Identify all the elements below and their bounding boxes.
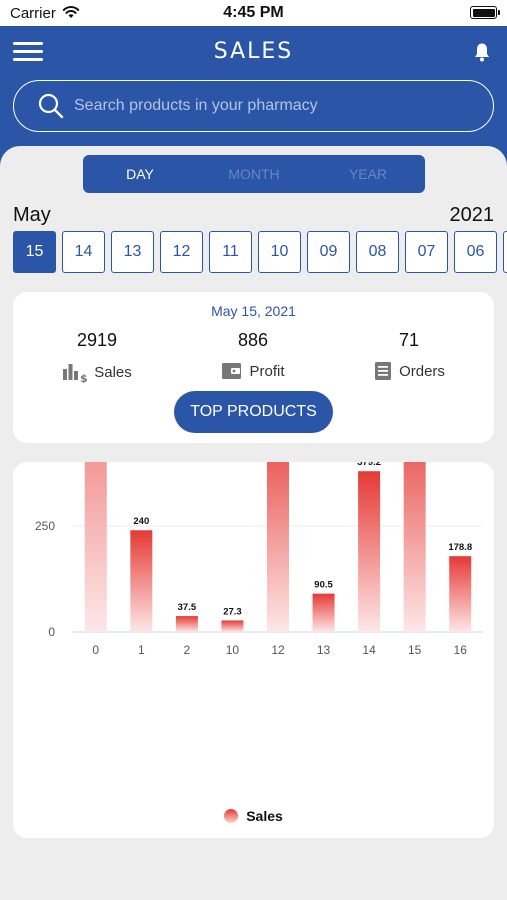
top-products-button[interactable]: TOP PRODUCTS — [174, 391, 333, 433]
profit-stat: 886 Profit — [173, 330, 333, 386]
x-tick-label: 15 — [408, 643, 422, 657]
sales-chart-card: 02505007501000902.40240137.5227.310519.9… — [13, 462, 494, 838]
day-chip[interactable]: 12 — [160, 231, 203, 273]
day-chip[interactable]: 05 — [503, 231, 507, 273]
orders-value: 71 — [398, 330, 420, 350]
tab-day[interactable]: DAY — [126, 166, 154, 182]
profit-value: 886 — [237, 330, 269, 350]
bell-icon[interactable] — [473, 42, 491, 62]
status-bar: Carrier 4:45 PM — [0, 0, 507, 26]
main-content: DAY MONTH YEAR May 2021 15 14 13 12 11 1… — [0, 146, 507, 900]
x-tick-label: 1 — [138, 643, 145, 657]
bar[interactable] — [267, 462, 289, 632]
day-selector[interactable]: 15 14 13 12 11 10 09 08 07 06 05 — [13, 231, 507, 273]
day-chip-selected[interactable]: 15 — [13, 231, 56, 273]
day-chip[interactable]: 14 — [62, 231, 105, 273]
sales-bar-chart: 02505007501000902.40240137.5227.310519.9… — [35, 462, 483, 657]
legend-label: Sales — [246, 808, 283, 824]
profit-label: Profit — [249, 362, 285, 380]
sales-chart-icon: $ — [63, 364, 88, 383]
day-chip[interactable]: 11 — [209, 231, 252, 273]
sales-value: 2919 — [76, 330, 118, 350]
sales-stat: 2919 $ Sales — [17, 330, 177, 388]
x-tick-label: 10 — [226, 643, 240, 657]
bar-data-label: 178.8 — [448, 542, 472, 553]
carrier-label: Carrier — [10, 5, 56, 22]
tab-year[interactable]: YEAR — [348, 166, 388, 182]
y-tick-label: 0 — [48, 625, 55, 639]
tab-month[interactable]: MONTH — [228, 166, 280, 182]
bar[interactable] — [221, 620, 244, 632]
bar-data-label: 27.3 — [223, 606, 242, 617]
y-tick-label: 250 — [35, 519, 55, 533]
bar[interactable] — [130, 530, 153, 632]
bar[interactable] — [312, 593, 335, 632]
day-chip[interactable]: 10 — [258, 231, 301, 273]
x-tick-label: 14 — [362, 643, 376, 657]
search-bar[interactable] — [13, 80, 494, 132]
status-time: 4:45 PM — [223, 4, 284, 21]
receipt-icon — [375, 362, 392, 380]
wifi-icon — [62, 6, 80, 18]
bar[interactable] — [449, 556, 472, 632]
page-title: SALES — [213, 39, 294, 64]
search-icon — [38, 93, 64, 119]
battery-icon — [470, 6, 500, 19]
hamburger-menu-icon[interactable] — [13, 42, 43, 62]
bar-data-label: 379.2 — [357, 462, 381, 468]
summary-date: May 15, 2021 — [211, 303, 296, 319]
year-label: 2021 — [449, 204, 495, 226]
day-chip[interactable]: 13 — [111, 231, 154, 273]
wallet-icon — [222, 363, 242, 379]
bar-data-label: 240 — [133, 516, 149, 527]
bar[interactable] — [358, 471, 381, 632]
month-label: May — [13, 204, 51, 226]
orders-label: Orders — [399, 362, 445, 380]
svg-text:$: $ — [80, 372, 88, 383]
period-toggle: DAY MONTH YEAR — [83, 155, 425, 193]
day-chip[interactable]: 06 — [454, 231, 497, 273]
x-tick-label: 2 — [184, 643, 191, 657]
bar[interactable] — [175, 616, 198, 632]
chart-legend: Sales — [13, 808, 494, 824]
x-tick-label: 13 — [317, 643, 331, 657]
x-tick-label: 0 — [92, 643, 99, 657]
orders-stat: 71 Orders — [329, 330, 489, 386]
x-tick-label: 12 — [271, 643, 285, 657]
day-chip[interactable]: 08 — [356, 231, 399, 273]
day-chip[interactable]: 07 — [405, 231, 448, 273]
bar-data-label: 37.5 — [178, 602, 197, 613]
bar[interactable] — [403, 462, 426, 632]
bar[interactable] — [84, 462, 107, 633]
sales-label: Sales — [94, 363, 132, 381]
summary-card: May 15, 2021 2919 $ Sales 886 — [13, 292, 494, 443]
x-tick-label: 16 — [454, 643, 468, 657]
legend-swatch — [224, 809, 239, 823]
search-input[interactable] — [74, 81, 474, 130]
bar-data-label: 90.5 — [314, 580, 333, 591]
day-chip[interactable]: 09 — [307, 231, 350, 273]
